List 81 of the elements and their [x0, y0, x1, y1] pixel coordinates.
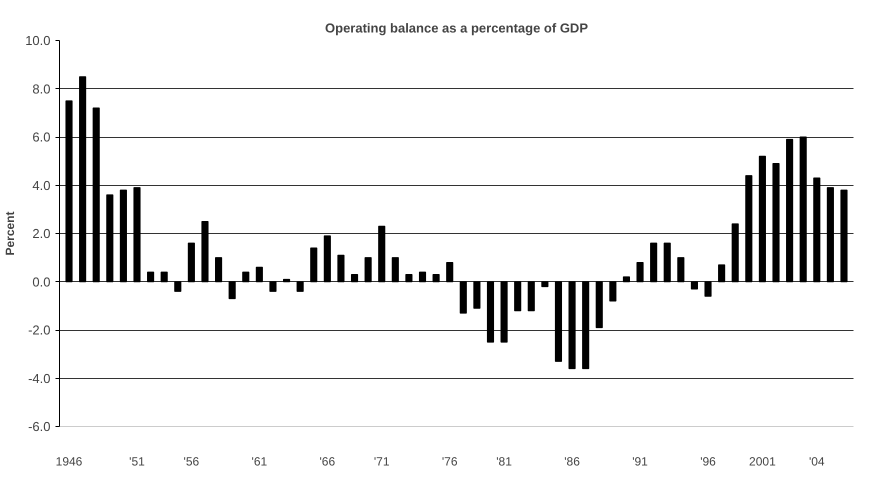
bar [215, 257, 222, 282]
x-tick-label: 1946 [56, 454, 83, 468]
bar [840, 190, 848, 282]
x-tick-label: '76 [442, 454, 458, 468]
x-tick-label: 2001 [749, 454, 776, 468]
bar [704, 281, 712, 297]
bar [364, 257, 372, 282]
bar [528, 281, 535, 312]
bar [813, 178, 820, 282]
bar [609, 281, 616, 302]
y-tick-label: 6.0 [32, 130, 51, 144]
bar [418, 272, 426, 282]
bar [650, 242, 658, 282]
bar [541, 281, 548, 288]
bar [160, 272, 168, 282]
bar [405, 274, 412, 282]
bar [201, 220, 209, 282]
bar [269, 281, 277, 292]
bar [718, 264, 726, 282]
y-tick-label: 8.0 [32, 81, 51, 96]
bar [228, 281, 236, 300]
bar [786, 138, 794, 282]
bar [772, 163, 780, 282]
bar [800, 136, 807, 282]
y-axis-title: Percent [3, 211, 18, 256]
bar [690, 281, 698, 290]
x-tick-label: '96 [700, 454, 716, 468]
bar [745, 175, 752, 282]
y-tick-label: 0.0 [32, 274, 51, 290]
bar [446, 262, 454, 282]
bar [242, 272, 250, 282]
x-tick-label: '04 [808, 454, 825, 468]
bar [256, 266, 263, 282]
bar [636, 262, 644, 282]
y-tick-label: 4.0 [32, 178, 51, 193]
bar [596, 281, 603, 328]
bar [732, 223, 739, 282]
x-tick-label: '91 [632, 454, 648, 468]
bar [514, 281, 522, 312]
x-tick-label: '56 [184, 454, 200, 468]
bar [296, 281, 304, 292]
x-tick-label: '86 [564, 454, 580, 468]
bar [174, 281, 182, 292]
bar [133, 187, 141, 282]
bar [664, 242, 671, 282]
x-tick-label: '61 [252, 454, 268, 468]
bar [758, 156, 766, 282]
bar [392, 257, 399, 282]
bar [92, 108, 100, 282]
y-tick-label: -6.0 [28, 419, 51, 434]
bar [432, 274, 440, 282]
x-tick-label: '71 [374, 454, 390, 468]
bar [677, 257, 684, 282]
y-tick-label: -2.0 [28, 322, 51, 338]
bar [486, 281, 494, 343]
bar [120, 190, 127, 282]
y-tick-label: 10.0 [25, 33, 51, 48]
bar [473, 281, 480, 309]
bar [554, 281, 562, 362]
bar [622, 276, 630, 282]
bar [310, 247, 318, 282]
bar [188, 242, 195, 282]
x-tick-label: '51 [129, 454, 146, 468]
bar [337, 254, 344, 282]
x-tick-label: '81 [496, 454, 512, 468]
bar [500, 281, 508, 343]
bar [147, 272, 154, 282]
bar [350, 274, 358, 282]
bar [826, 187, 834, 282]
bar [568, 281, 576, 370]
bar [282, 278, 290, 282]
bar [65, 100, 73, 282]
bar [460, 281, 467, 314]
bar [106, 194, 114, 282]
y-tick-label: -4.0 [28, 370, 51, 386]
x-tick-label: '66 [320, 454, 336, 468]
bar [582, 281, 590, 370]
y-tick-label: 2.0 [32, 226, 51, 241]
bar [378, 226, 386, 282]
bar [324, 235, 331, 282]
chart-title: Operating balance as a percentage of GDP [325, 20, 588, 36]
